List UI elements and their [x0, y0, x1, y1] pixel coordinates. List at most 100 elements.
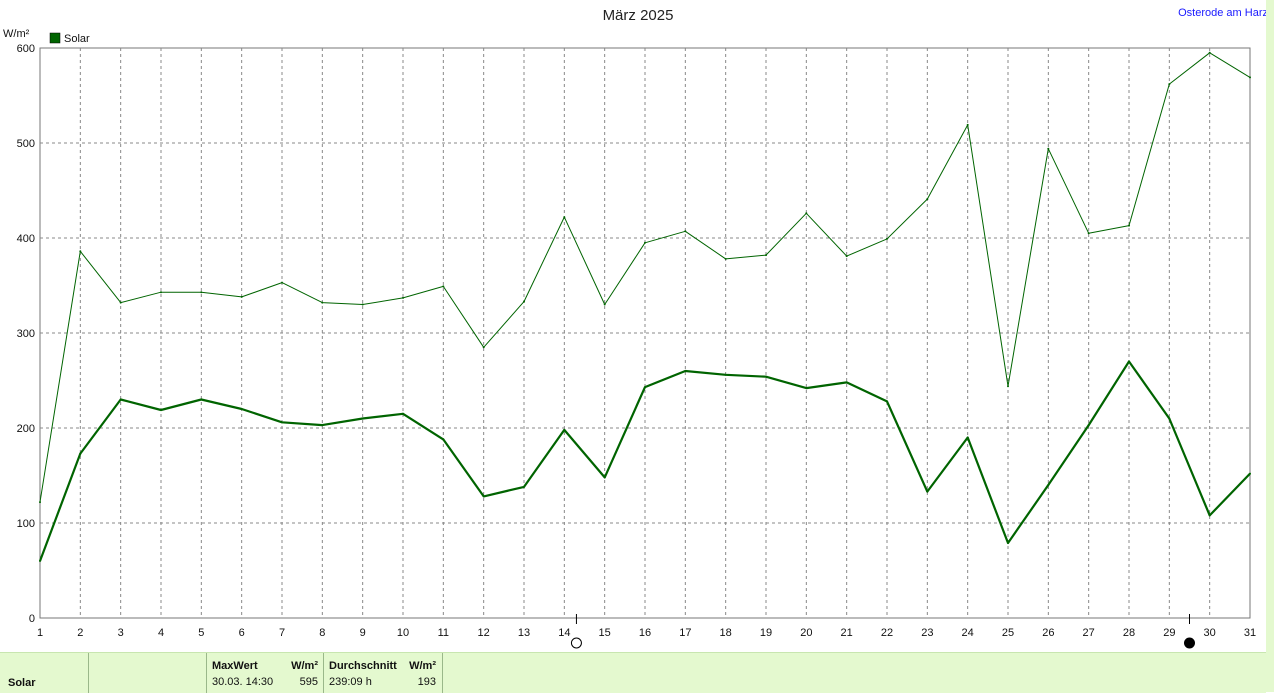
data-point-solar-average	[281, 421, 283, 424]
stats-series-label: Solar	[8, 677, 36, 689]
stats-avg-cell: Durchschnitt W/m² 239:09 h 193	[323, 653, 443, 693]
data-point-solar-max	[361, 303, 364, 306]
data-point-solar-max	[442, 285, 445, 288]
data-point-solar-average	[160, 409, 162, 411]
data-point-solar-average	[684, 370, 687, 372]
stats-max-header: MaxWert	[212, 660, 258, 672]
data-point-solar-max	[966, 123, 969, 126]
x-axis: 1 2 3 4 5 6 7 8 9 10 11 12 13 14 15 16 17 18 19 20 21 22 23 24 2…	[37, 627, 1256, 639]
x-tick-label: 24	[962, 627, 974, 639]
data-point-solar-max	[1128, 224, 1130, 227]
y-tick-label: 100	[17, 518, 35, 530]
data-point-solar-max	[1249, 76, 1251, 79]
data-point-solar-average	[886, 400, 888, 403]
x-tick-label: 16	[639, 627, 651, 639]
stats-avg-duration: 239:09 h	[329, 676, 372, 688]
data-point-solar-max	[79, 250, 82, 253]
data-point-solar-max	[281, 281, 283, 284]
data-point-solar-average	[845, 381, 848, 384]
data-point-solar-average	[240, 408, 243, 410]
stats-avg-header: Durchschnitt	[329, 660, 397, 672]
x-tick-label: 13	[518, 627, 530, 639]
grid	[40, 48, 1250, 618]
data-point-solar-average	[1249, 472, 1251, 475]
data-point-solar-max	[886, 237, 888, 240]
data-point-solar-max	[765, 254, 767, 257]
y-axis-unit: W/m²	[3, 28, 30, 40]
data-point-solar-average	[765, 375, 767, 378]
x-tick-label: 31	[1244, 627, 1256, 639]
legend-label: Solar	[64, 33, 90, 45]
x-tick-label: 2	[77, 627, 83, 639]
y-axis: 0 100 200 300 400 500 600	[17, 43, 35, 625]
x-tick-label: 18	[720, 627, 732, 639]
data-point-solar-max	[1047, 147, 1050, 150]
x-tick-label: 28	[1123, 627, 1135, 639]
x-tick-label: 23	[921, 627, 933, 639]
data-point-solar-average	[79, 452, 82, 455]
data-point-solar-max	[724, 257, 727, 260]
data-point-solar-max	[1208, 51, 1211, 54]
data-point-solar-average	[805, 387, 808, 390]
series-layer	[38, 51, 1251, 562]
data-point-solar-average	[563, 428, 566, 431]
data-point-solar-average	[1128, 360, 1130, 363]
data-point-solar-max	[160, 291, 162, 294]
x-tick-label: 27	[1083, 627, 1095, 639]
x-tick-label: 10	[397, 627, 409, 639]
data-point-solar-average	[361, 417, 364, 420]
x-tick-label: 30	[1204, 627, 1216, 639]
data-point-solar-max	[482, 346, 485, 349]
data-point-solar-max	[240, 295, 243, 298]
x-tick-label: 15	[599, 627, 611, 639]
data-point-solar-max	[402, 296, 404, 299]
data-point-solar-max	[1007, 385, 1009, 388]
station-name[interactable]: Osterode am Harz	[1178, 7, 1266, 19]
stats-empty-cell	[88, 653, 207, 693]
x-tick-label: 6	[239, 627, 245, 639]
data-point-solar-average	[1087, 424, 1090, 427]
x-tick-label: 12	[478, 627, 490, 639]
data-point-solar-average	[644, 386, 646, 389]
x-tick-label: 8	[319, 627, 325, 639]
data-point-solar-average	[1168, 417, 1171, 420]
legend-swatch	[49, 32, 61, 44]
data-point-solar-average	[482, 495, 485, 498]
x-tick-label: 29	[1163, 627, 1175, 639]
data-point-solar-average	[926, 490, 929, 493]
data-point-solar-max	[684, 230, 687, 233]
data-point-solar-average	[200, 398, 203, 401]
x-tick-label: 25	[1002, 627, 1014, 639]
x-tick-label: 20	[800, 627, 812, 639]
data-point-solar-average	[1047, 484, 1050, 486]
data-point-solar-average	[1208, 514, 1211, 517]
stats-max-value: 595	[299, 676, 318, 688]
data-point-solar-average	[523, 485, 525, 488]
data-point-solar-max	[603, 303, 606, 306]
data-point-solar-max	[805, 212, 808, 215]
x-tick-label: 1	[37, 627, 43, 639]
x-tick-label: 19	[760, 627, 772, 639]
data-point-solar-max	[523, 300, 525, 303]
data-point-solar-average	[119, 398, 122, 401]
stats-label-cell: Solar	[0, 653, 88, 693]
x-tick-label: 11	[438, 627, 449, 639]
new-moon-icon	[1184, 637, 1195, 649]
data-point-solar-average	[321, 424, 324, 427]
data-point-solar-max	[200, 291, 203, 294]
y-tick-label: 300	[17, 328, 35, 340]
stats-max-time: 30.03. 14:30	[212, 676, 274, 688]
data-point-solar-average	[39, 560, 41, 562]
x-tick-label: 5	[198, 627, 204, 639]
moon-markers	[570, 614, 1195, 649]
data-point-solar-max	[119, 301, 122, 304]
x-tick-label: 17	[679, 627, 691, 639]
data-point-solar-average	[442, 438, 445, 441]
chart-title: März 2025	[603, 7, 674, 24]
x-tick-label: 26	[1042, 627, 1054, 639]
x-tick-label: 3	[118, 627, 124, 639]
data-point-solar-max	[321, 301, 324, 304]
y-tick-label: 400	[17, 233, 35, 245]
x-tick-label: 4	[158, 627, 164, 639]
x-tick-label: 9	[360, 627, 366, 639]
